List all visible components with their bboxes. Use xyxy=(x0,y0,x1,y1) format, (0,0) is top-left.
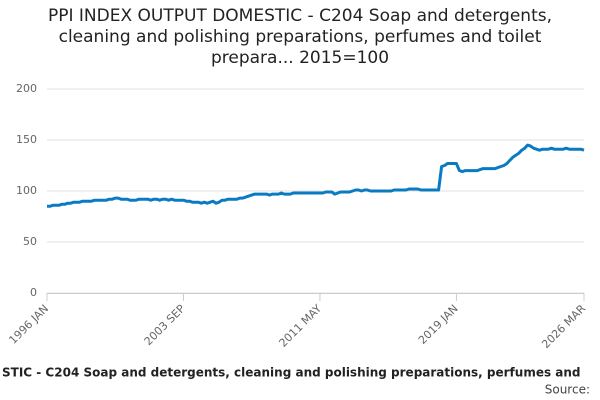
x-tick-label: 2026 MAR xyxy=(539,302,588,351)
x-tick-label: 2011 MAY xyxy=(277,302,325,350)
x-tick-label: 1996 JAN xyxy=(6,302,51,347)
y-tick-label: 150 xyxy=(16,133,37,146)
y-tick-label: 100 xyxy=(16,184,37,197)
legend-label: STIC - C204 Soap and detergents, cleanin… xyxy=(2,366,581,380)
y-tick-label: 50 xyxy=(23,235,37,248)
x-tick-label: 2019 JAN xyxy=(416,302,461,347)
y-tick-label: 0 xyxy=(30,286,37,299)
chart-title: PPI INDEX OUTPUT DOMESTIC - C204 Soap an… xyxy=(47,6,553,68)
y-tick-label: 200 xyxy=(16,82,37,95)
x-tick-label: 2003 SEP xyxy=(142,302,188,348)
series-line xyxy=(47,143,585,208)
source: Source: xyxy=(545,383,590,397)
